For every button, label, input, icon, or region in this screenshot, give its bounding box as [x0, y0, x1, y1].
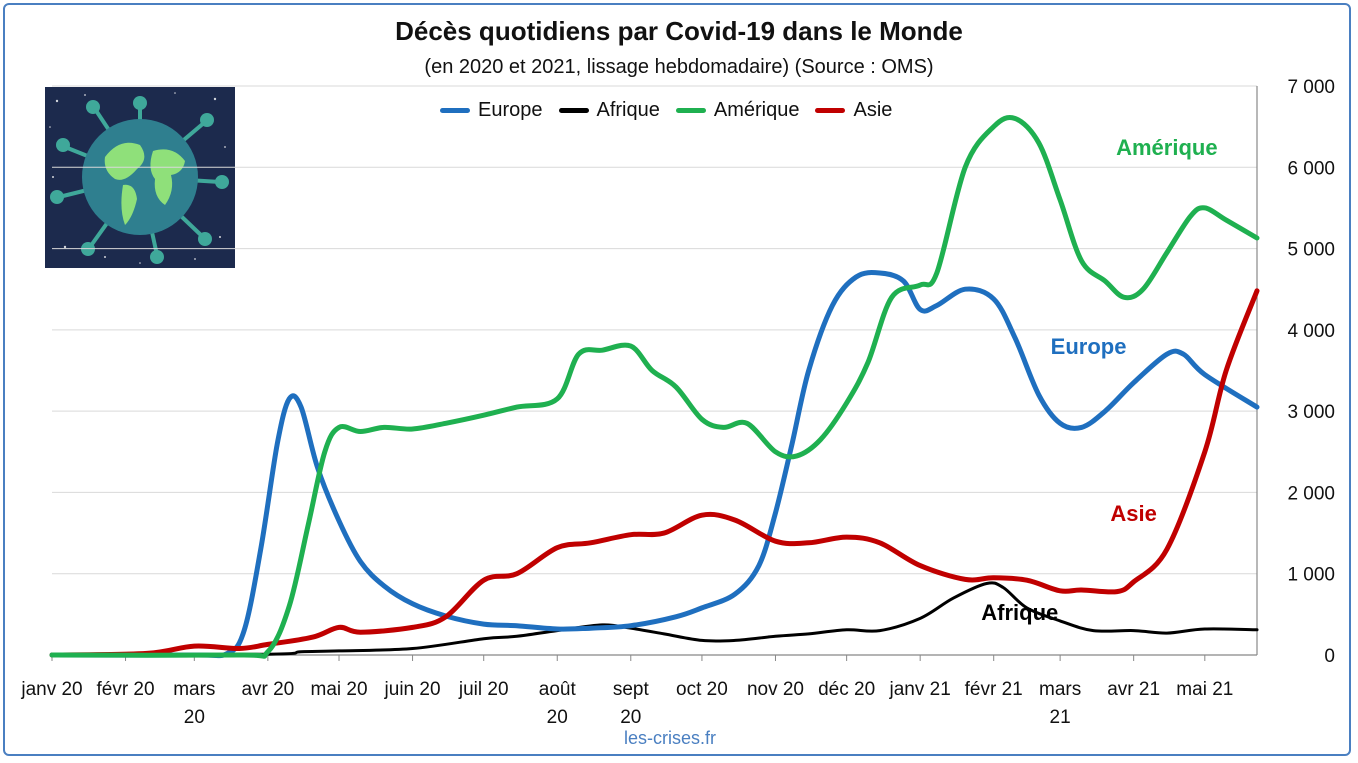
- x-tick-label: avr 20: [241, 679, 294, 700]
- legend-item-afrique: Afrique: [558, 98, 660, 122]
- source-label: les-crises.fr: [623, 728, 716, 748]
- y-tick-label: 4 000: [1287, 321, 1335, 342]
- x-tick-label: 21: [1050, 707, 1071, 728]
- series-line-asie: [49, 288, 1260, 658]
- legend-item-europe: Europe: [440, 99, 543, 122]
- chart-legend: Europe Afrique Amérique Asie: [440, 96, 908, 124]
- x-tick-label: févr 20: [96, 679, 154, 700]
- x-tick-label: févr 21: [965, 679, 1023, 700]
- x-tick-label: 20: [184, 707, 205, 728]
- x-tick-label: août: [539, 679, 577, 700]
- x-tick-label: oct 20: [676, 679, 728, 700]
- series-line-afrique: [50, 581, 1259, 657]
- legend-item-asie: Asie: [815, 99, 892, 122]
- legend-label-asie: Asie: [853, 98, 893, 121]
- x-tick-label: nov 20: [747, 679, 804, 700]
- y-tick-label: 2 000: [1287, 483, 1335, 504]
- series-annotation: Europe: [1051, 334, 1127, 359]
- legend-swatch-europe: [440, 107, 470, 113]
- y-tick-label: 6 000: [1287, 158, 1335, 179]
- x-tick-label: mars: [173, 679, 215, 700]
- legend-label-amerique: Amérique: [713, 98, 800, 121]
- series-annotation: Amérique: [1116, 135, 1217, 160]
- chart-frame: [3, 3, 1351, 756]
- y-tick-label: 3 000: [1287, 402, 1335, 423]
- y-tick-label: 0: [1324, 646, 1335, 667]
- legend-label-europe: Europe: [478, 98, 543, 121]
- chart-title: Décès quotidiens par Covid-19 dans le Mo…: [395, 16, 963, 46]
- x-tick-label: sept: [613, 679, 650, 700]
- x-tick-label: mai 20: [311, 679, 368, 700]
- chart-subtitle: (en 2020 et 2021, lissage hebdomadaire) …: [424, 56, 934, 78]
- y-tick-label: 7 000: [1287, 77, 1335, 98]
- legend-swatch-amerique: [675, 107, 706, 113]
- series-annotation: Afrique: [981, 600, 1058, 625]
- x-tick-label: juin 20: [384, 679, 441, 700]
- series-line-europe: [49, 270, 1260, 659]
- x-tick-label: juil 20: [458, 679, 509, 700]
- x-tick-label: janv 21: [889, 679, 951, 700]
- series-line-amérique: [49, 114, 1260, 659]
- y-tick-label: 1 000: [1287, 565, 1335, 586]
- legend-item-amerique: Amérique: [675, 98, 800, 122]
- legend-label-afrique: Afrique: [596, 98, 660, 121]
- x-tick-label: 20: [620, 707, 641, 728]
- series-annotation: Asie: [1110, 501, 1156, 526]
- legend-swatch-afrique: [558, 107, 589, 113]
- x-tick-label: janv 20: [20, 679, 82, 700]
- x-tick-label: avr 21: [1107, 679, 1160, 700]
- x-tick-label: 20: [547, 707, 568, 728]
- y-tick-label: 5 000: [1287, 240, 1335, 261]
- x-tick-label: mars: [1039, 679, 1081, 700]
- x-tick-label: mai 21: [1176, 679, 1233, 700]
- globe-virus-icon: [45, 87, 235, 268]
- x-tick-label: déc 20: [818, 679, 875, 700]
- legend-swatch-asie: [815, 107, 846, 113]
